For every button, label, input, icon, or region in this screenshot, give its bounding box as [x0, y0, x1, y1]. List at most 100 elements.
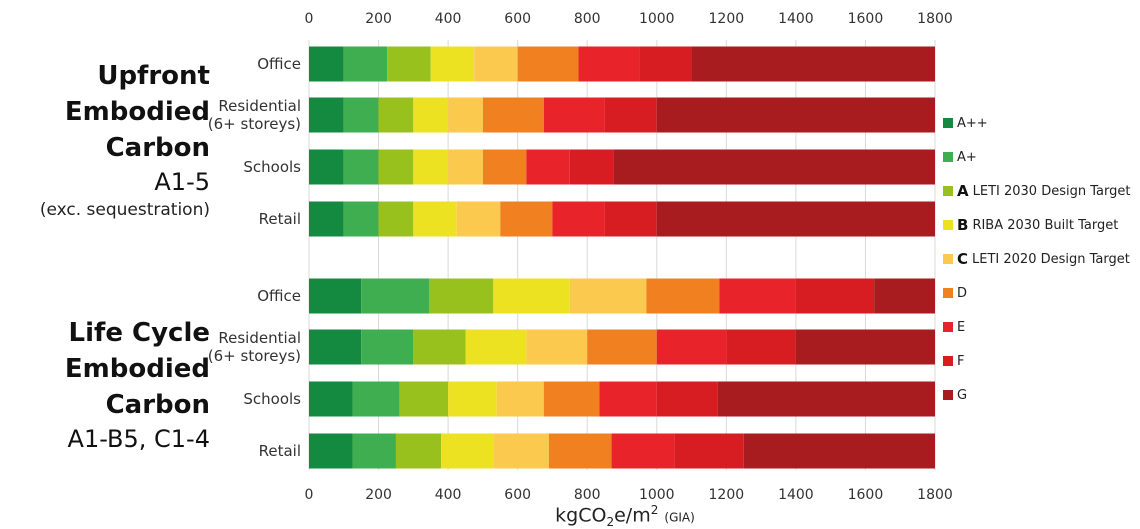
- x-axis-ticks: 0 0 200 200 400 400 600 600 800 800 1000 1000 1200 12…: [305, 11, 953, 503]
- lifecycle-title: Life Cycle Embodied Carbon A1-B5, C1-4: [0, 315, 210, 455]
- bar-segment-g1-r1-App: [309, 329, 362, 365]
- x-tick-label-bottom-200: 200: [365, 487, 392, 503]
- bar-segment-g1-r0-F: [795, 278, 875, 314]
- legend-item-e: E: [943, 317, 965, 337]
- bar-segment-g1-r1-B: [465, 329, 527, 365]
- bar-segment-g0-r3-G: [656, 201, 935, 237]
- bar-segment-g1-r3-C: [493, 433, 549, 469]
- bar-segment-g0-r3-B: [413, 201, 457, 237]
- bar-segment-g0-r2-A: [378, 149, 414, 185]
- legend-item-b: B RIBA 2030 Built Target: [943, 215, 1118, 235]
- bar-segment-g0-r1-F: [604, 97, 657, 133]
- x-tick-label-bottom-1000: 1000: [639, 487, 675, 503]
- bar-segment-g0-r3-App: [309, 201, 344, 237]
- lifecycle-stage-code: A1-B5, C1-4: [67, 425, 210, 453]
- row-label-g0-r2-l0: Schools: [243, 158, 301, 176]
- x-tick-label-bottom-1200: 1200: [709, 487, 745, 503]
- x-tick-label-top-600: 600: [504, 11, 531, 27]
- legend-swatch-d: [943, 288, 953, 298]
- bar-segment-g0-r0-Ap: [343, 46, 388, 82]
- x-tick-label-top-800: 800: [574, 11, 601, 27]
- bar-segment-g0-r0-B: [430, 46, 475, 82]
- legend-label-a: LETI 2030 Design Target: [972, 183, 1131, 199]
- bar-segment-g0-r0-E: [578, 46, 640, 82]
- x-tick-label-bottom-1600: 1600: [848, 487, 884, 503]
- bar-segment-g1-r1-A: [413, 329, 466, 365]
- bar-segment-g1-r3-A: [395, 433, 442, 469]
- bar-segment-g1-r3-App: [309, 433, 353, 469]
- row-label-g0-r1-l0: Residential: [218, 97, 301, 115]
- upfront-title-line1: Upfront: [97, 61, 210, 91]
- legend-label-d: D: [957, 285, 968, 301]
- legend-item-a: A LETI 2030 Design Target: [943, 181, 1130, 201]
- bar-segment-g0-r1-A: [378, 97, 414, 133]
- bar-segment-g1-r2-App: [309, 381, 353, 417]
- legend-label-e: E: [957, 319, 966, 335]
- bar-segment-g1-r0-E: [719, 278, 796, 314]
- x-axis-title-mid: e/m: [614, 504, 651, 527]
- legend-swatch-g: [943, 390, 953, 400]
- bar-segment-g1-r0-C: [569, 278, 647, 314]
- x-tick-label-top-400: 400: [435, 11, 462, 27]
- legend-letter-c: C: [957, 250, 969, 268]
- row-label-g1-r2-l0: Schools: [243, 390, 301, 408]
- legend-letter-a: A: [957, 182, 969, 200]
- bar-segment-g0-r1-C: [448, 97, 483, 133]
- x-tick-label-top-1600: 1600: [848, 11, 884, 27]
- bar-segment-g1-r0-B: [493, 278, 570, 314]
- legend-item-app: A++: [943, 113, 988, 133]
- x-axis-title: kgCO2e/m2 (GIA): [460, 503, 790, 529]
- row-label-g1-r1-l1: (6+ storeys): [208, 347, 301, 365]
- legend-swatch-f: [943, 356, 953, 366]
- upfront-stage-code: A1-5: [154, 168, 210, 196]
- bar-segment-g0-r1-App: [309, 97, 344, 133]
- legend-swatch-a: [943, 186, 953, 196]
- bar-segment-g0-r2-C: [448, 149, 483, 185]
- bar-segment-g0-r3-D: [500, 201, 553, 237]
- bar-segment-g0-r3-C: [456, 201, 501, 237]
- x-tick-label-top-1200: 1200: [709, 11, 745, 27]
- legend-letter-b: B: [957, 216, 969, 234]
- x-tick-label-bottom-600: 600: [504, 487, 531, 503]
- bar-segment-g0-r1-Ap: [343, 97, 379, 133]
- legend-item-ap: A+: [943, 147, 977, 167]
- bar-segment-g1-r1-E: [656, 329, 727, 365]
- bar-segment-g0-r0-A: [387, 46, 431, 82]
- bar-segment-g1-r2-B: [448, 381, 497, 417]
- bar-segment-g0-r0-D: [517, 46, 579, 82]
- legend-label-c: LETI 2020 Design Target: [972, 251, 1130, 267]
- x-axis-title-main: kgCO: [555, 504, 607, 527]
- x-tick-label-bottom-0: 0: [305, 487, 314, 503]
- bar-segment-g1-r1-Ap: [361, 329, 414, 365]
- bar-segment-g1-r2-F: [656, 381, 718, 417]
- lifecycle-title-line1: Life Cycle: [68, 318, 210, 348]
- stacked-bars: [309, 46, 935, 469]
- x-tick-label-top-1000: 1000: [639, 11, 675, 27]
- bar-segment-g1-r2-C: [496, 381, 544, 417]
- bar-segment-g0-r3-A: [378, 201, 414, 237]
- row-label-g0-r1-l1: (6+ storeys): [208, 115, 301, 133]
- bar-segment-g1-r3-B: [441, 433, 494, 469]
- bar-segment-g1-r3-Ap: [352, 433, 396, 469]
- bar-segment-g1-r1-F: [726, 329, 796, 365]
- legend-item-c: C LETI 2020 Design Target: [943, 249, 1130, 269]
- legend-label-b: RIBA 2030 Built Target: [972, 217, 1119, 233]
- bar-segment-g0-r3-E: [552, 201, 605, 237]
- x-tick-label-top-1400: 1400: [778, 11, 814, 27]
- x-tick-label-bottom-1800: 1800: [917, 487, 953, 503]
- bar-segment-g1-r3-G: [743, 433, 935, 469]
- row-label-g0-r3-l0: Retail: [259, 210, 301, 228]
- bar-segment-g0-r3-Ap: [343, 201, 379, 237]
- bar-segment-g1-r3-F: [674, 433, 744, 469]
- legend-label-g: G: [957, 387, 968, 403]
- legend-swatch-e: [943, 322, 953, 332]
- x-tick-label-top-0: 0: [305, 11, 314, 27]
- row-label-g1-r1-l0: Residential: [218, 329, 301, 347]
- bar-segment-g0-r2-App: [309, 149, 344, 185]
- row-label-g0-r0-l0: Office: [257, 55, 301, 73]
- legend-item-d: D: [943, 283, 967, 303]
- x-tick-label-bottom-1400: 1400: [778, 487, 814, 503]
- upfront-title-line2: Embodied: [64, 97, 210, 127]
- bar-segment-g1-r1-C: [526, 329, 588, 365]
